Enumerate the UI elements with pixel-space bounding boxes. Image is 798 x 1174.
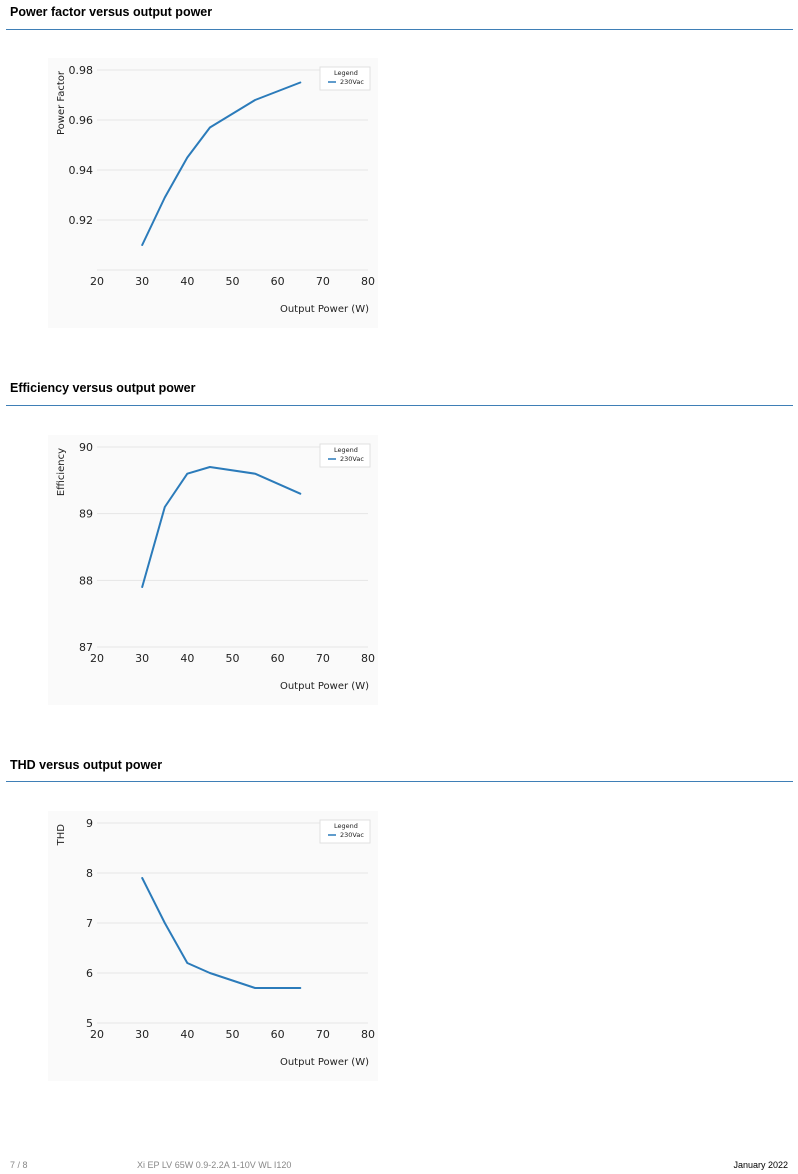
product-name: Xi EP LV 65W 0.9-2.2A 1-10V WL I120: [137, 1160, 292, 1170]
x-tick-label: 50: [226, 652, 240, 665]
legend-label: 230Vac: [340, 831, 364, 839]
legend-label: 230Vac: [340, 78, 364, 86]
y-tick-label: 0.98: [69, 64, 94, 77]
x-tick-label: 50: [226, 1028, 240, 1041]
y-axis-label: Efficiency: [56, 448, 67, 496]
x-tick-label: 40: [180, 1028, 194, 1041]
x-tick-label: 60: [271, 652, 285, 665]
page-number: 7 / 8: [10, 1160, 28, 1170]
x-tick-label: 30: [135, 275, 149, 288]
y-tick-label: 7: [86, 917, 93, 930]
series-line-230vac: [141, 466, 302, 588]
x-tick-label: 70: [316, 275, 330, 288]
x-tick-label: 20: [90, 1028, 104, 1041]
series-line-230vac: [141, 81, 302, 246]
y-tick-label: 88: [79, 574, 93, 587]
x-axis-label: Output Power (W): [280, 681, 369, 692]
document-date: January 2022: [733, 1160, 788, 1170]
y-tick-label: 87: [79, 641, 93, 654]
y-axis-label: THD: [56, 824, 67, 847]
y-tick-label: 5: [86, 1017, 93, 1030]
x-tick-label: 60: [271, 275, 285, 288]
section-divider: [6, 405, 793, 406]
legend-title: Legend: [334, 446, 358, 454]
efficiency-chart: 87 88 89 90 20 30 40 50 60 70 80 Output Power (W) Ef…: [48, 435, 378, 705]
y-tick-label: 0.96: [69, 114, 94, 127]
section-title-efficiency: Efficiency versus output power: [10, 381, 196, 395]
legend-title: Legend: [334, 822, 358, 830]
legend-title: Legend: [334, 69, 358, 77]
chart-svg: 0.92 0.94 0.96 0.98 20 30 40 50 60 70 80 Output Pow…: [56, 64, 375, 315]
x-tick-label: 30: [135, 1028, 149, 1041]
x-tick-label: 40: [180, 275, 194, 288]
section-title-thd: THD versus output power: [10, 758, 163, 772]
chart-svg: 87 88 89 90 20 30 40 50 60 70 80 Output Power (W) Ef…: [56, 441, 375, 692]
x-tick-label: 70: [316, 1028, 330, 1041]
legend-label: 230Vac: [340, 455, 364, 463]
x-tick-label: 40: [180, 652, 194, 665]
y-tick-label: 6: [86, 967, 93, 980]
y-tick-label: 8: [86, 867, 93, 880]
x-tick-label: 80: [361, 1028, 375, 1041]
section-divider: [6, 29, 793, 30]
series-line-230vac: [141, 877, 302, 989]
x-tick-label: 70: [316, 652, 330, 665]
x-axis-label: Output Power (W): [280, 1057, 369, 1068]
section-divider: [6, 781, 793, 782]
power-factor-chart: 0.92 0.94 0.96 0.98 20 30 40 50 60 70 80 Output Pow…: [48, 58, 378, 328]
thd-chart: 5 6 7 8 9 20 30 40 50 60 70 80 Output Power (W) THD Le…: [48, 811, 378, 1081]
x-tick-label: 80: [361, 275, 375, 288]
legend-box: [319, 443, 371, 468]
x-tick-label: 30: [135, 652, 149, 665]
x-tick-label: 50: [226, 275, 240, 288]
y-tick-label: 9: [86, 817, 93, 830]
legend-box: [319, 819, 371, 844]
y-tick-label: 89: [79, 508, 93, 521]
x-tick-label: 60: [271, 1028, 285, 1041]
x-tick-label: 20: [90, 275, 104, 288]
y-tick-label: 90: [79, 441, 93, 454]
y-tick-label: 0.94: [69, 164, 94, 177]
x-axis-label: Output Power (W): [280, 304, 369, 315]
legend-box: [319, 66, 371, 91]
x-tick-label: 20: [90, 652, 104, 665]
y-axis-label: Power Factor: [56, 70, 67, 135]
x-tick-label: 80: [361, 652, 375, 665]
chart-svg: 5 6 7 8 9 20 30 40 50 60 70 80 Output Power (W) THD Le…: [56, 817, 375, 1068]
y-tick-label: 0.92: [69, 214, 94, 227]
section-title-power-factor: Power factor versus output power: [10, 5, 213, 19]
